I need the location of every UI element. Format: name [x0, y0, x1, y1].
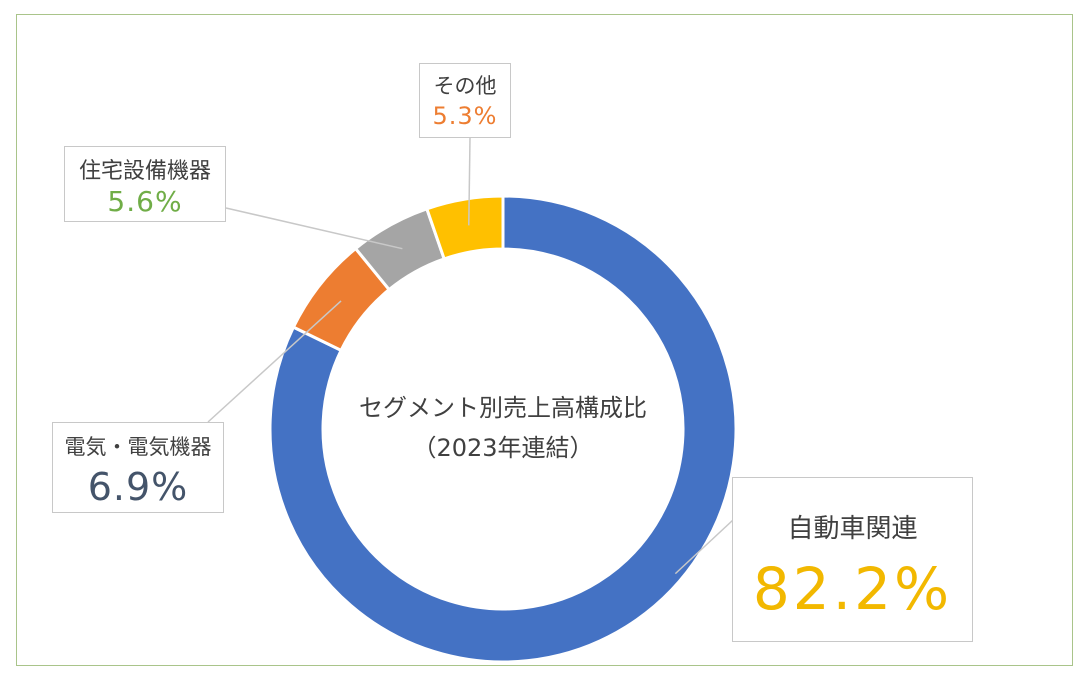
callout-other-category: その他: [433, 74, 497, 98]
callout-automotive-value: 82.2%: [752, 555, 953, 623]
callout-housing-category: 住宅設備機器: [78, 159, 211, 184]
callout-electric: 電気・電気機器 6.9%: [52, 422, 224, 513]
chart-subtitle: （2023年連結）: [412, 434, 594, 462]
callout-housing: 住宅設備機器 5.6%: [64, 146, 226, 222]
callout-automotive-category: 自動車関連: [787, 514, 918, 544]
callout-electric-value: 6.9%: [87, 465, 189, 509]
leader-automotive: [674, 519, 734, 575]
chart-frame: [16, 14, 1073, 666]
chart-title: セグメント別売上高構成比: [359, 394, 647, 422]
callout-other-value: 5.3%: [432, 102, 498, 130]
leader-housing: [225, 207, 403, 250]
callout-other: その他 5.3%: [419, 63, 511, 138]
donut-slices: [268, 194, 738, 664]
leader-electric: [207, 300, 342, 423]
chart-center-title: セグメント別売上高構成比 （2023年連結）: [300, 388, 706, 468]
slice-other: [424, 194, 505, 261]
callout-automotive: 自動車関連 82.2%: [732, 477, 973, 642]
leader-lines: [207, 137, 734, 575]
callout-housing-value: 5.6%: [107, 185, 183, 218]
slice-automotive: [268, 194, 738, 664]
callout-electric-category: 電気・電気機器: [64, 435, 212, 459]
leader-other: [468, 137, 471, 226]
